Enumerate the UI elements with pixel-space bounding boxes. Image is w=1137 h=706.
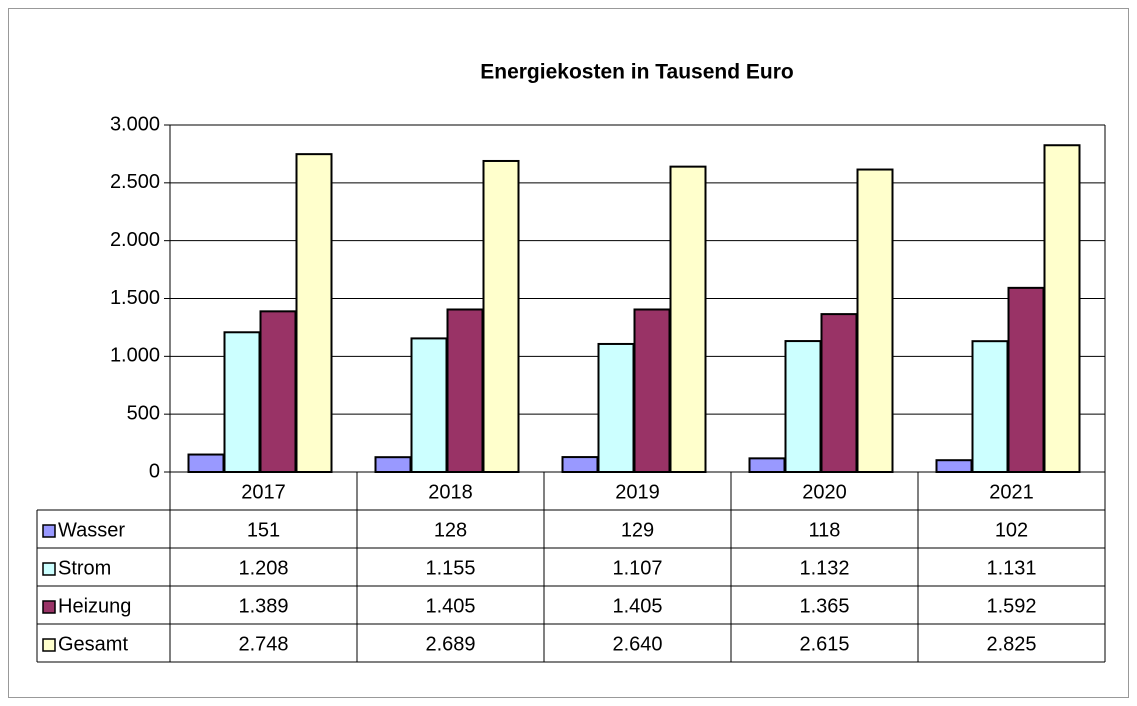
chart-frame (8, 8, 1129, 698)
legend-key (42, 524, 56, 538)
data-table-value: 1.365 (799, 595, 849, 617)
chart-title: Energiekosten in Tausend Euro (480, 61, 794, 84)
y-tick-label: 1.000 (110, 345, 160, 367)
data-table-value: 2.748 (238, 633, 288, 655)
data-table-value: 1.131 (986, 557, 1036, 579)
bar (187, 453, 225, 473)
bar (223, 331, 261, 473)
legend-key (42, 638, 56, 652)
legend-label: Strom (58, 557, 111, 579)
bar (748, 457, 786, 473)
data-table-value: 2.640 (612, 633, 662, 655)
legend-key (42, 600, 56, 614)
y-tick-label: 2.500 (110, 171, 160, 193)
y-tick-label: 2.000 (110, 229, 160, 251)
x-tick-label: 2020 (802, 481, 847, 503)
legend-label: Heizung (58, 595, 131, 617)
bar (1043, 144, 1081, 473)
bar (561, 456, 599, 474)
data-table-value: 2.689 (425, 633, 475, 655)
data-table-value: 1.405 (425, 595, 475, 617)
data-table-value: 151 (247, 519, 280, 541)
data-table-value: 118 (809, 519, 841, 541)
y-tick-label: 1.500 (110, 287, 160, 309)
bar (374, 456, 412, 474)
y-tick-label: 3.000 (110, 113, 160, 135)
bar (784, 340, 822, 473)
x-tick-label: 2019 (615, 481, 660, 503)
bar (410, 337, 448, 473)
x-tick-label: 2018 (428, 481, 473, 503)
data-table-value: 1.208 (238, 557, 288, 579)
y-tick-label: 0 (149, 460, 160, 482)
bar (935, 459, 973, 473)
data-table-value: 1.155 (425, 557, 475, 579)
data-table-value: 2.615 (799, 633, 849, 655)
bar (669, 165, 707, 473)
bar (856, 168, 894, 473)
legend-label: Wasser (58, 519, 125, 541)
data-table-value: 129 (621, 519, 654, 541)
x-tick-label: 2021 (989, 481, 1034, 503)
bar (820, 313, 858, 473)
data-table-value: 128 (434, 519, 467, 541)
data-table-value: 1.405 (612, 595, 662, 617)
data-table-value: 2.825 (986, 633, 1036, 655)
bar (259, 310, 297, 473)
x-tick-label: 2017 (241, 481, 286, 503)
bar (633, 308, 671, 474)
data-table-value: 1.592 (986, 595, 1036, 617)
legend-key (42, 562, 56, 576)
legend-label: Gesamt (58, 633, 128, 655)
data-table-value: 1.132 (799, 557, 849, 579)
bar (295, 153, 333, 473)
bar (1007, 286, 1045, 473)
y-tick-label: 500 (127, 402, 160, 424)
bar (597, 342, 635, 473)
bar (482, 159, 520, 474)
data-table-value: 1.107 (612, 557, 662, 579)
bar (971, 340, 1009, 473)
data-table-value: 102 (995, 519, 1028, 541)
data-table-value: 1.389 (238, 595, 288, 617)
bar (446, 308, 484, 474)
